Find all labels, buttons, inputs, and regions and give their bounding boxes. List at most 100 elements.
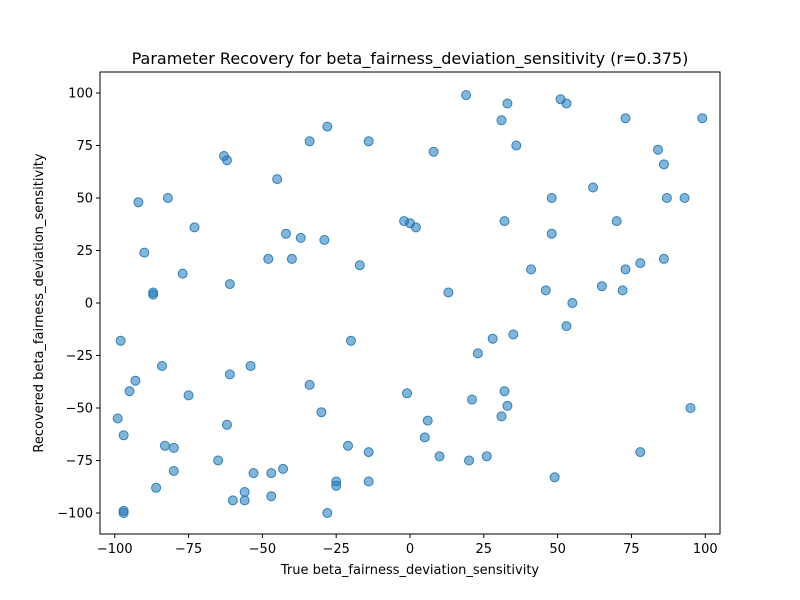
data-point-50 — [354, 260, 365, 271]
data-point-57 — [410, 222, 421, 233]
data-point-19 — [183, 390, 194, 401]
y-tick-label: −100 — [57, 507, 93, 522]
data-point-86 — [588, 182, 599, 193]
data-point-9 — [139, 247, 150, 258]
data-point-94 — [653, 144, 663, 155]
ticks-layer: −100 −75 −50 −25 0 25 50 75 100 −100 −75 −50 −25 0 25 5… — [57, 87, 717, 558]
data-point-100 — [697, 113, 708, 124]
data-point-73 — [502, 98, 513, 109]
x-tick-label: −75 — [175, 542, 202, 557]
x-tick-label: −100 — [97, 542, 133, 557]
data-point-74 — [502, 400, 513, 411]
data-point-2 — [112, 413, 123, 424]
data-point-40 — [304, 136, 315, 147]
y-tick-label: −50 — [66, 402, 93, 417]
data-point-49 — [345, 335, 356, 346]
data-point-15 — [162, 193, 173, 203]
data-point-55 — [402, 388, 413, 399]
data-point-38 — [286, 253, 297, 264]
data-point-20 — [189, 222, 200, 233]
data-point-1 — [115, 335, 126, 346]
data-point-93 — [635, 447, 646, 458]
y-tick-label: 100 — [68, 87, 93, 102]
x-tick-label: 75 — [623, 542, 640, 557]
data-point-67 — [481, 451, 492, 462]
data-point-62 — [443, 287, 454, 298]
data-point-89 — [617, 285, 628, 296]
data-point-66 — [472, 348, 483, 359]
x-axis-label: True beta_fairness_deviation_sensitivity — [280, 563, 540, 578]
data-point-75 — [508, 329, 519, 340]
data-point-53 — [363, 476, 374, 487]
data-point-21 — [213, 455, 224, 466]
data-point-31 — [248, 468, 259, 479]
data-point-80 — [546, 193, 557, 203]
data-point-91 — [620, 113, 631, 124]
data-point-64 — [464, 455, 475, 466]
y-tick-label: 25 — [76, 244, 93, 259]
y-tick-label: 0 — [85, 297, 93, 312]
data-point-13 — [157, 361, 167, 371]
chart-title: Parameter Recovery for beta_fairness_dev… — [132, 49, 689, 69]
data-point-88 — [611, 216, 622, 227]
data-point-42 — [316, 407, 327, 418]
points-layer — [112, 90, 708, 518]
x-tick-label: 50 — [549, 542, 566, 557]
data-point-87 — [596, 281, 607, 292]
data-point-16 — [168, 466, 179, 476]
data-point-90 — [620, 264, 631, 275]
data-point-52 — [363, 447, 374, 458]
data-point-97 — [661, 193, 672, 203]
plot-frame — [99, 71, 721, 535]
data-point-27 — [227, 495, 238, 506]
data-point-28 — [239, 487, 250, 497]
data-point-47 — [331, 480, 342, 491]
data-point-3 — [118, 430, 129, 441]
data-point-24 — [221, 419, 232, 430]
data-point-77 — [526, 264, 537, 275]
data-point-45 — [322, 508, 333, 518]
data-point-14 — [159, 440, 170, 451]
data-point-48 — [343, 440, 353, 451]
data-point-17 — [168, 442, 179, 453]
data-point-72 — [499, 386, 510, 397]
data-point-44 — [322, 121, 333, 132]
data-point-11 — [148, 287, 159, 298]
data-point-99 — [685, 403, 696, 413]
data-point-69 — [496, 115, 507, 126]
data-point-78 — [540, 285, 551, 296]
data-point-36 — [278, 463, 289, 474]
data-point-29 — [239, 495, 250, 506]
data-point-95 — [658, 159, 669, 170]
data-point-81 — [549, 472, 560, 483]
data-point-35 — [272, 174, 283, 185]
data-point-43 — [319, 235, 330, 245]
x-tick-label: −50 — [249, 542, 276, 557]
data-point-71 — [499, 216, 510, 227]
y-tick-label: −25 — [66, 349, 93, 364]
data-point-5 — [118, 505, 129, 516]
data-point-96 — [658, 253, 669, 264]
data-point-68 — [487, 333, 498, 344]
y-tick-label: 75 — [76, 139, 93, 154]
y-tick-label: 50 — [76, 192, 93, 207]
data-point-98 — [679, 193, 690, 203]
data-point-84 — [561, 321, 572, 332]
x-tick-label: 100 — [693, 542, 718, 557]
data-point-79 — [546, 228, 557, 239]
data-point-7 — [130, 375, 141, 386]
data-point-25 — [224, 279, 235, 290]
data-point-41 — [304, 379, 315, 390]
data-point-51 — [363, 136, 374, 147]
data-point-76 — [511, 140, 522, 151]
data-point-60 — [428, 146, 439, 157]
data-point-18 — [177, 268, 188, 279]
data-point-26 — [224, 369, 235, 380]
data-point-33 — [266, 468, 277, 479]
x-tick-label: 25 — [476, 542, 493, 557]
data-point-32 — [263, 253, 274, 264]
data-point-92 — [635, 258, 646, 269]
y-axis-label: Recovered beta_fairness_deviation_sensit… — [32, 153, 47, 452]
